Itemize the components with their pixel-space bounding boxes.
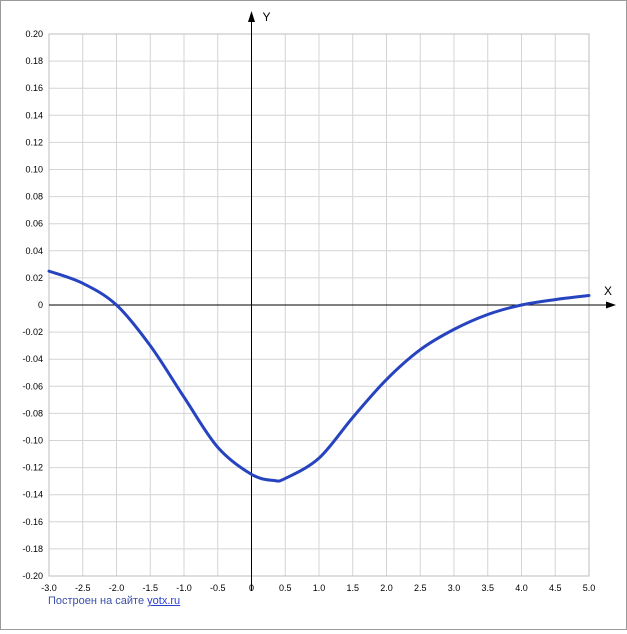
y-tick-label: 0.12 xyxy=(25,137,43,147)
y-tick-label: -0.04 xyxy=(22,354,43,364)
y-axis-label: Y xyxy=(263,10,271,24)
y-tick-label: -0.12 xyxy=(22,463,43,473)
y-axis-arrow-icon xyxy=(248,11,255,22)
y-tick-label: 0.14 xyxy=(25,110,43,120)
credit-line: Построен на сайте yotx.ru xyxy=(48,595,180,607)
y-tick-label: 0.10 xyxy=(25,165,43,175)
x-axis-label: X xyxy=(604,284,612,298)
y-tick-label: 0.08 xyxy=(25,192,43,202)
x-tick-label: 2.5 xyxy=(414,583,427,593)
credit-link[interactable]: yotx.ru xyxy=(147,595,181,607)
x-tick-label: 1.0 xyxy=(313,583,326,593)
x-tick-label: 3.5 xyxy=(481,583,494,593)
x-tick-label: -2.0 xyxy=(109,583,125,593)
x-tick-label: -3.0 xyxy=(41,583,57,593)
x-tick-label: 5.0 xyxy=(583,583,596,593)
x-tick-label: -2.5 xyxy=(75,583,91,593)
y-tick-label: -0.16 xyxy=(22,517,43,527)
y-tick-label: 0.18 xyxy=(25,56,43,66)
y-tick-label: 0.04 xyxy=(25,246,43,256)
y-tick-label: 0.16 xyxy=(25,83,43,93)
y-tick-label: -0.08 xyxy=(22,408,43,418)
x-tick-label: 1.5 xyxy=(346,583,359,593)
y-tick-label: -0.18 xyxy=(22,544,43,554)
x-axis-arrow-icon xyxy=(606,301,616,309)
y-tick-label: -0.06 xyxy=(22,381,43,391)
x-tick-label: 3.0 xyxy=(448,583,461,593)
x-tick-label: 4.5 xyxy=(549,583,562,593)
y-tick-label: 0.02 xyxy=(25,273,43,283)
x-tick-label: -1.5 xyxy=(142,583,158,593)
x-tick-label: 4.0 xyxy=(515,583,528,593)
y-tick-label: -0.14 xyxy=(22,490,43,500)
x-tick-label: -0.5 xyxy=(210,583,226,593)
y-tick-label: 0 xyxy=(38,300,43,310)
credit-text: Построен на сайте xyxy=(48,595,148,607)
y-tick-label: -0.20 xyxy=(22,571,43,581)
x-tick-label: 2.0 xyxy=(380,583,393,593)
y-tick-label: -0.02 xyxy=(22,327,43,337)
x-tick-label: 0.5 xyxy=(279,583,292,593)
y-tick-label: 0.06 xyxy=(25,219,43,229)
y-tick-label: -0.10 xyxy=(22,436,43,446)
x-tick-label: -1.0 xyxy=(176,583,192,593)
series-line xyxy=(47,269,591,483)
y-tick-label: 0.20 xyxy=(25,29,43,39)
